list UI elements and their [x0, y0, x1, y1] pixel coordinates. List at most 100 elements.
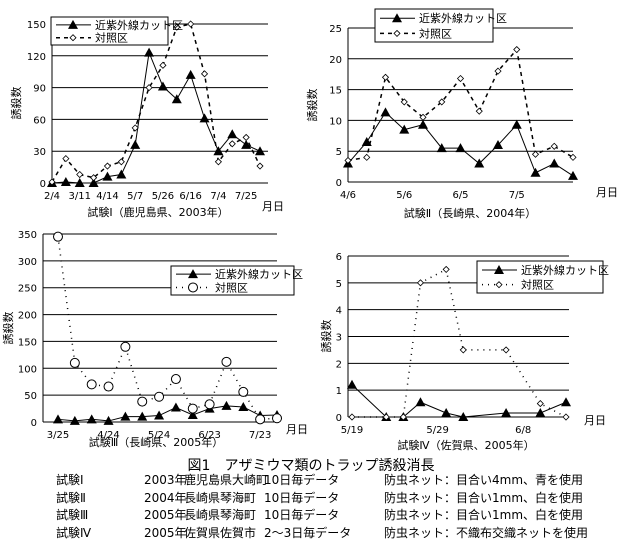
triangle-marker	[561, 397, 571, 407]
y-tick-label: 300	[18, 257, 37, 268]
legend-box	[476, 260, 604, 294]
x-tick-label: 5/24	[148, 430, 170, 441]
note-place: 長崎県琴海町	[184, 490, 257, 505]
x-axis-label: 月日	[262, 200, 284, 213]
circle-marker	[221, 356, 232, 367]
diamond-marker	[456, 74, 465, 83]
triangle-marker	[221, 400, 232, 410]
diamond-marker	[344, 156, 352, 165]
diamond-marker	[90, 174, 98, 182]
y-tick-label: 60	[33, 115, 46, 126]
legend-label: 対照区	[521, 278, 554, 292]
diamond-marker	[145, 84, 153, 92]
diamond-marker	[76, 170, 84, 179]
diamond-marker	[569, 153, 577, 161]
series-line	[51, 50, 261, 184]
series-uv-cut	[343, 107, 578, 180]
chart-title: 試験Ⅱ（長崎県、2004年）	[404, 206, 536, 220]
note-net: 防虫ネット：目合い1mm、白を使用	[384, 508, 584, 522]
circle-marker	[204, 399, 215, 410]
diamond-marker	[382, 413, 390, 421]
trial-notes: 試験Ⅰ 2003年 鹿児島県大崎町 10日毎データ 防虫ネット：目合い4mm、青を使用 …	[56, 472, 588, 542]
triangle-marker	[103, 415, 114, 425]
diamond-marker	[513, 45, 521, 54]
diamond-marker	[228, 140, 236, 148]
y-tick-label: 3	[336, 333, 342, 344]
circle-marker	[170, 374, 181, 385]
triangle-marker	[68, 19, 78, 29]
note-place: 長崎県琴海町	[184, 508, 257, 522]
series-uv-cut	[47, 47, 265, 187]
circle-marker	[188, 282, 198, 293]
triangle-marker	[60, 176, 71, 186]
triangle-marker	[493, 140, 503, 150]
triangle-marker	[69, 415, 80, 425]
note-row: 試験Ⅱ 2004年 長崎県琴海町 10日毎データ 防虫ネット：目合い1mm、白を使用	[56, 490, 588, 508]
y-tick-label: 15	[329, 86, 342, 97]
series-line	[351, 384, 567, 418]
legend-label: 近紫外線カット区	[419, 11, 507, 25]
triangle-marker	[187, 410, 198, 420]
triangle-marker	[511, 119, 522, 129]
y-tick-label: 4	[336, 306, 342, 317]
triangle-marker	[347, 379, 357, 389]
triangle-marker	[88, 178, 99, 187]
y-tick-label: 0	[31, 418, 37, 429]
legend-label: 対照区	[95, 31, 128, 45]
chart-3: 0 50 100 150 200 250 300 350 3/25 4/24 5/24 6/23 7/2…	[1, 230, 308, 449]
y-tick-label: 20	[329, 55, 342, 66]
triangle-marker	[549, 158, 560, 168]
diamond-marker	[550, 142, 558, 150]
note-net: 防虫ネット：目合い1mm、白を使用	[384, 490, 584, 505]
x-tick-label: 7/4	[210, 191, 226, 202]
y-tick-label: 150	[18, 337, 37, 348]
triangle-marker	[185, 69, 196, 79]
series-control	[348, 265, 570, 421]
series-uv-cut	[347, 379, 571, 421]
diamond-marker	[159, 61, 167, 69]
triangle-marker	[102, 171, 113, 181]
note-net: 防虫ネット：不織布交織ネットを使用	[384, 525, 589, 540]
diamond-marker	[200, 70, 209, 78]
series-line	[51, 23, 261, 183]
diamond-marker	[399, 413, 407, 421]
y-tick-label: 50	[24, 391, 37, 402]
triangle-marker	[120, 411, 131, 421]
note-interval: 10日毎データ	[264, 490, 340, 505]
note-trial: 試験Ⅳ	[56, 525, 92, 540]
x-tick-label: 5/6	[396, 190, 412, 201]
triangle-marker	[441, 407, 452, 417]
x-tick-label: 5/7	[127, 191, 143, 202]
series-uv-cut	[53, 400, 282, 425]
triangle-marker	[53, 414, 63, 424]
note-trial: 試験Ⅱ	[56, 490, 86, 505]
diamond-marker	[381, 73, 390, 81]
diamond-marker	[103, 162, 112, 170]
circle-marker	[120, 341, 131, 352]
diamond-marker	[442, 265, 450, 273]
triangle-marker	[74, 178, 85, 187]
diamond-marker	[502, 346, 510, 354]
note-interval: 10日毎データ	[264, 508, 340, 522]
triangle-marker	[171, 94, 182, 104]
triangle-marker	[501, 407, 512, 417]
diamond-marker	[495, 281, 503, 289]
diamond-marker	[562, 413, 570, 421]
note-year: 2004年	[144, 490, 187, 505]
y-axis-label: 誘殺数	[1, 312, 15, 345]
circle-marker	[154, 391, 165, 402]
diamond-marker	[475, 107, 483, 115]
x-tick-label: 7/25	[235, 191, 257, 202]
note-place: 鹿児島県大崎町	[184, 473, 269, 487]
circle-marker	[187, 403, 198, 414]
triangle-marker	[458, 412, 469, 421]
chart-1: 0 30 60 90 120 150 2/4 3/11 4/14 5/7 5/26 6/16 7/4 7/…	[9, 16, 284, 219]
x-tick-label: 5/19	[341, 425, 363, 436]
legend-label: 近紫外線カット区	[521, 263, 609, 277]
y-tick-label: 350	[18, 230, 37, 241]
triangle-marker	[213, 146, 224, 156]
